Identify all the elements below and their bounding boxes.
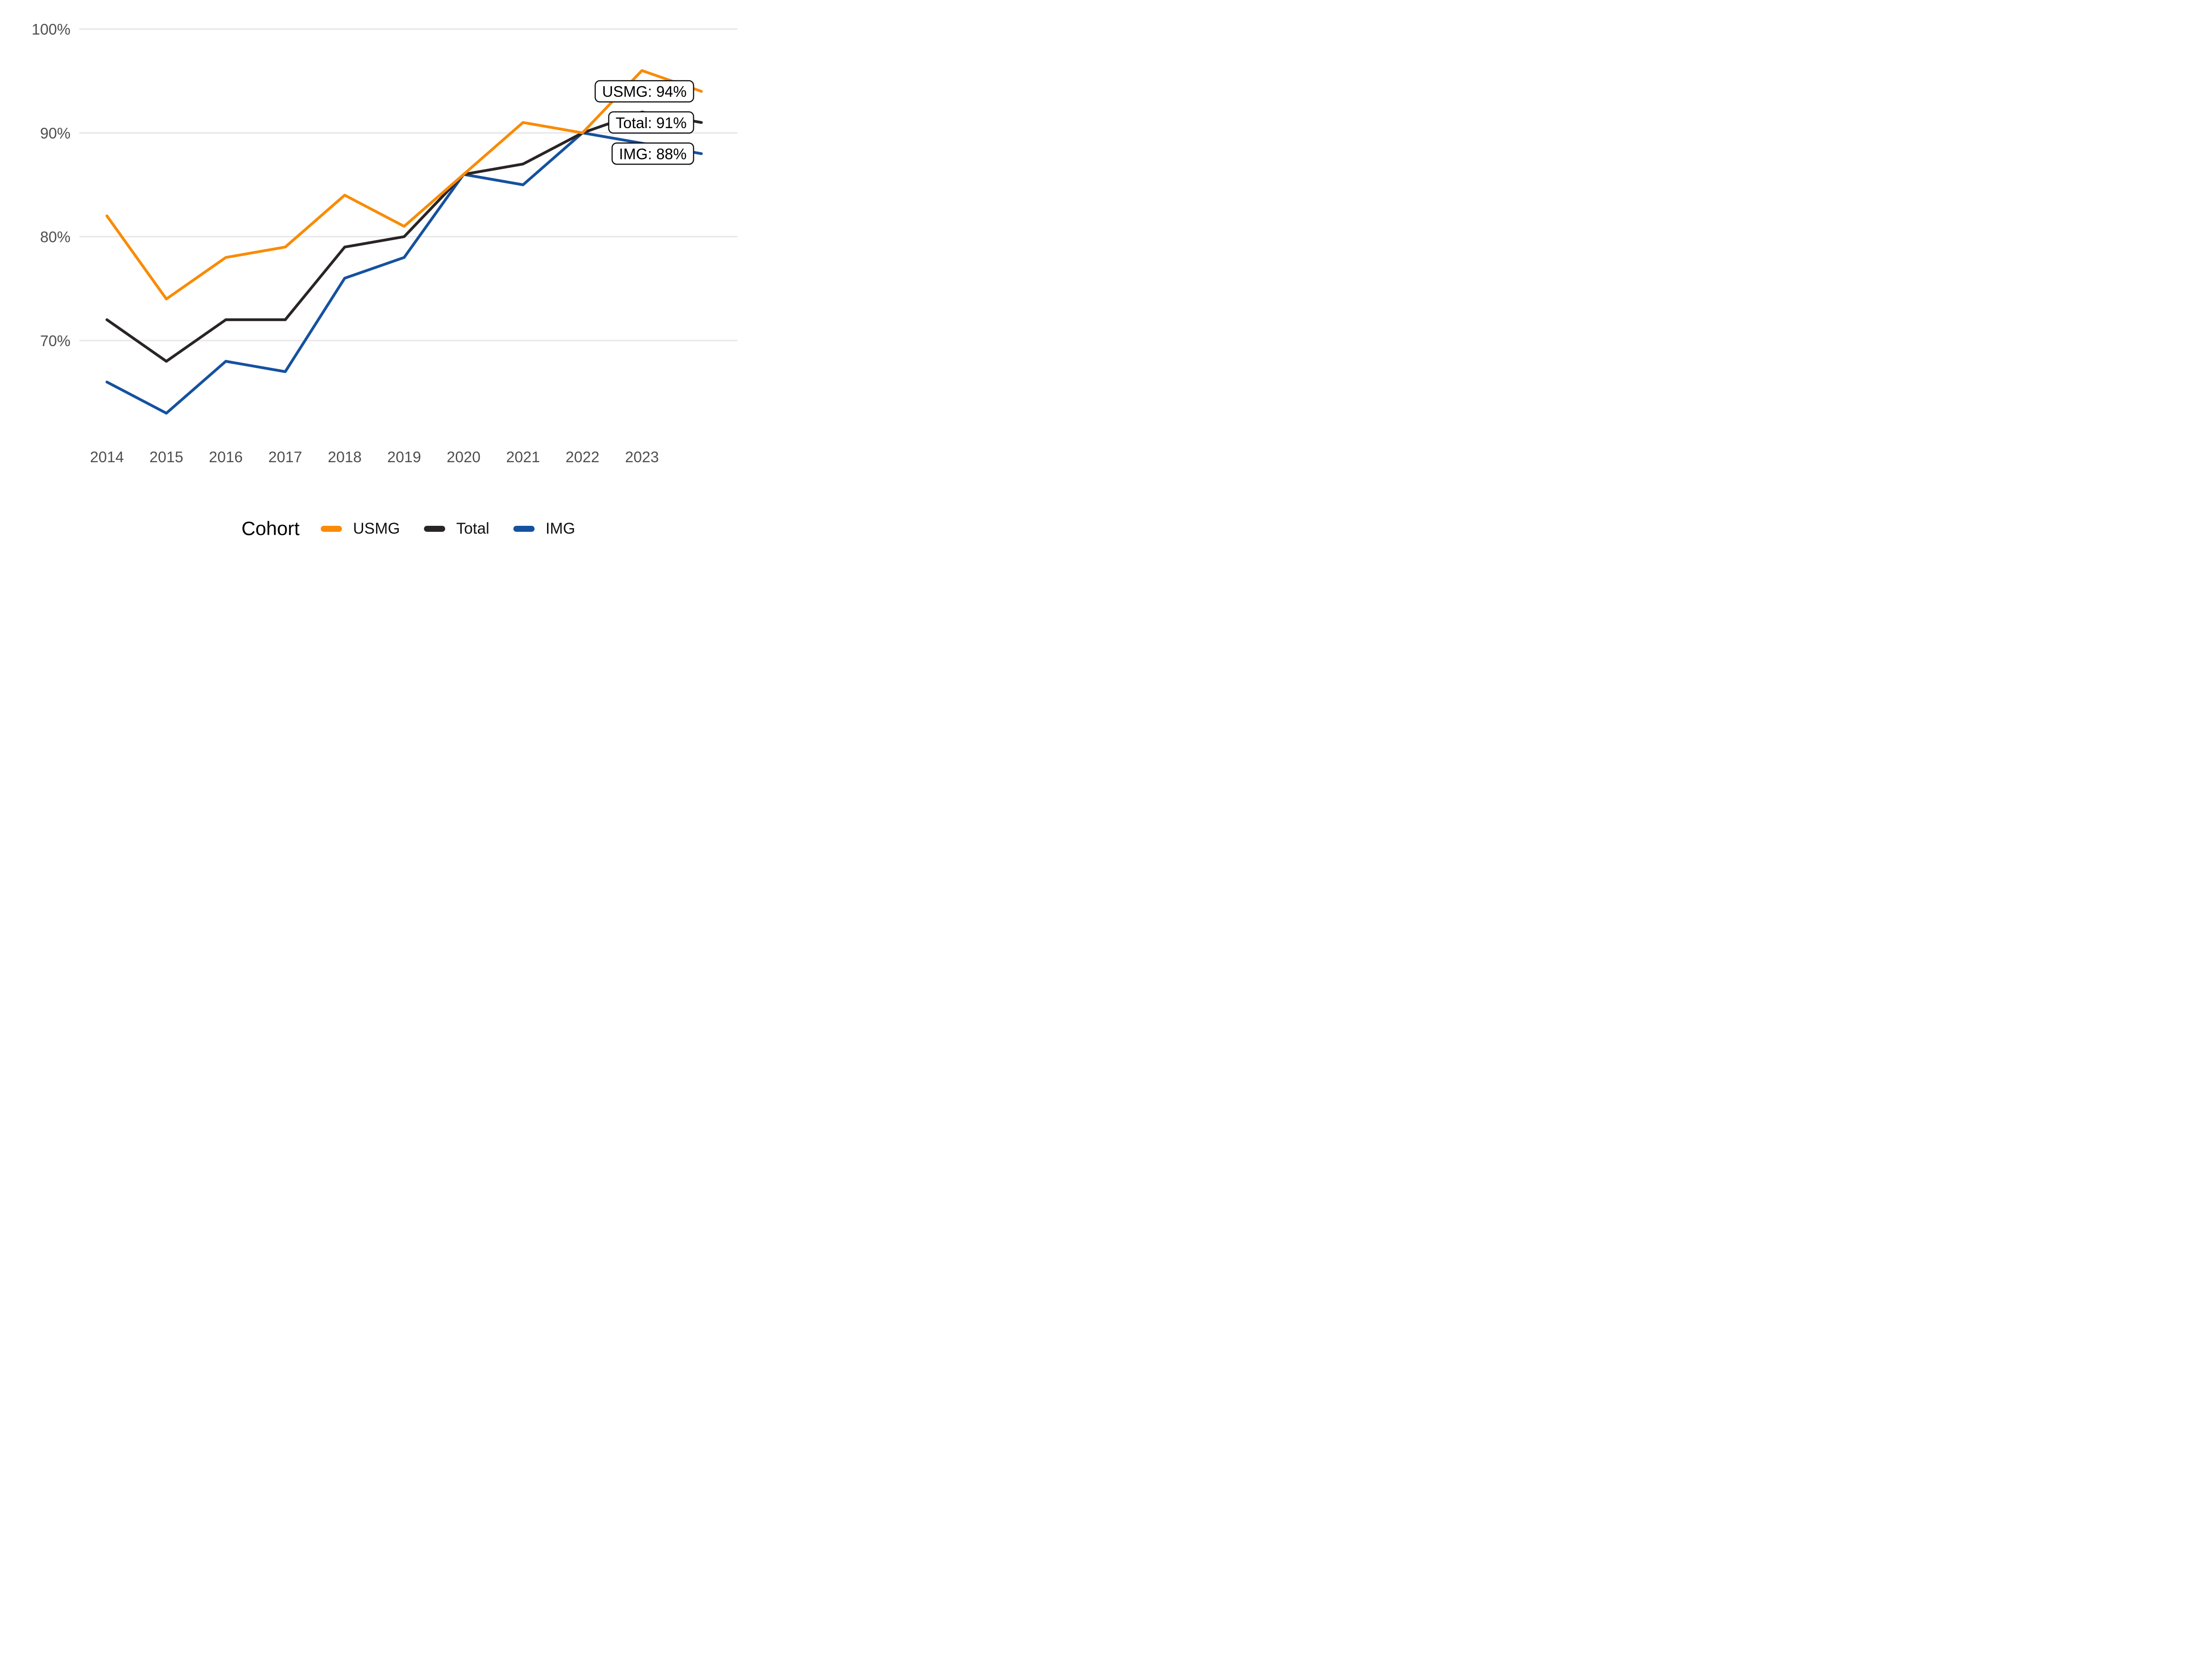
x-tick-label: 2016	[209, 448, 242, 465]
line-chart: 100% 90% 80% 70% 2014 2015 2016 2017 2018 2019 202…	[32, 21, 737, 465]
legend-swatch-img	[513, 525, 535, 532]
series-line-total	[106, 111, 703, 363]
y-tick-label: 70%	[40, 332, 71, 349]
x-tick-label: 2022	[565, 448, 599, 465]
x-tick-label: 2015	[149, 448, 183, 465]
x-tick-label: 2019	[387, 448, 421, 465]
legend-swatch-usmg	[321, 525, 342, 532]
y-tick-label: 100%	[32, 21, 71, 38]
x-tick-label: 2021	[506, 448, 540, 465]
series-line-img	[106, 131, 703, 415]
end-label-box-total	[608, 111, 694, 134]
legend-label-total: Total	[456, 519, 489, 537]
legend-item-total: Total	[424, 520, 489, 538]
x-tick-label: 2018	[328, 448, 361, 465]
end-label-text-usmg: USMG: 94%	[602, 83, 687, 100]
end-label-box-img	[612, 142, 694, 165]
y-tick-label: 80%	[40, 229, 71, 246]
x-tick-label: 2020	[447, 448, 480, 465]
legend-items: USMG Total IMG	[321, 520, 575, 538]
legend-swatch-total	[424, 525, 445, 532]
x-tick-label: 2017	[268, 448, 302, 465]
series-line-usmg	[106, 69, 703, 300]
chart-legend: Cohort USMG Total IMG	[0, 518, 737, 540]
legend-item-usmg: USMG	[321, 520, 400, 538]
legend-item-img: IMG	[513, 520, 575, 538]
end-label-text-img: IMG: 88%	[619, 145, 687, 162]
end-label-text-total: Total: 91%	[616, 114, 687, 131]
x-tick-label: 2014	[90, 448, 124, 465]
legend-title: Cohort	[241, 518, 300, 539]
legend-label-img: IMG	[545, 519, 576, 537]
end-label-box-usmg	[594, 80, 694, 103]
x-tick-label: 2023	[625, 448, 659, 465]
chart-page: 100% 90% 80% 70% 2014 2015 2016 2017 2018 2019 202…	[0, 0, 737, 553]
legend-label-usmg: USMG	[353, 519, 400, 537]
y-tick-label: 90%	[40, 124, 71, 141]
